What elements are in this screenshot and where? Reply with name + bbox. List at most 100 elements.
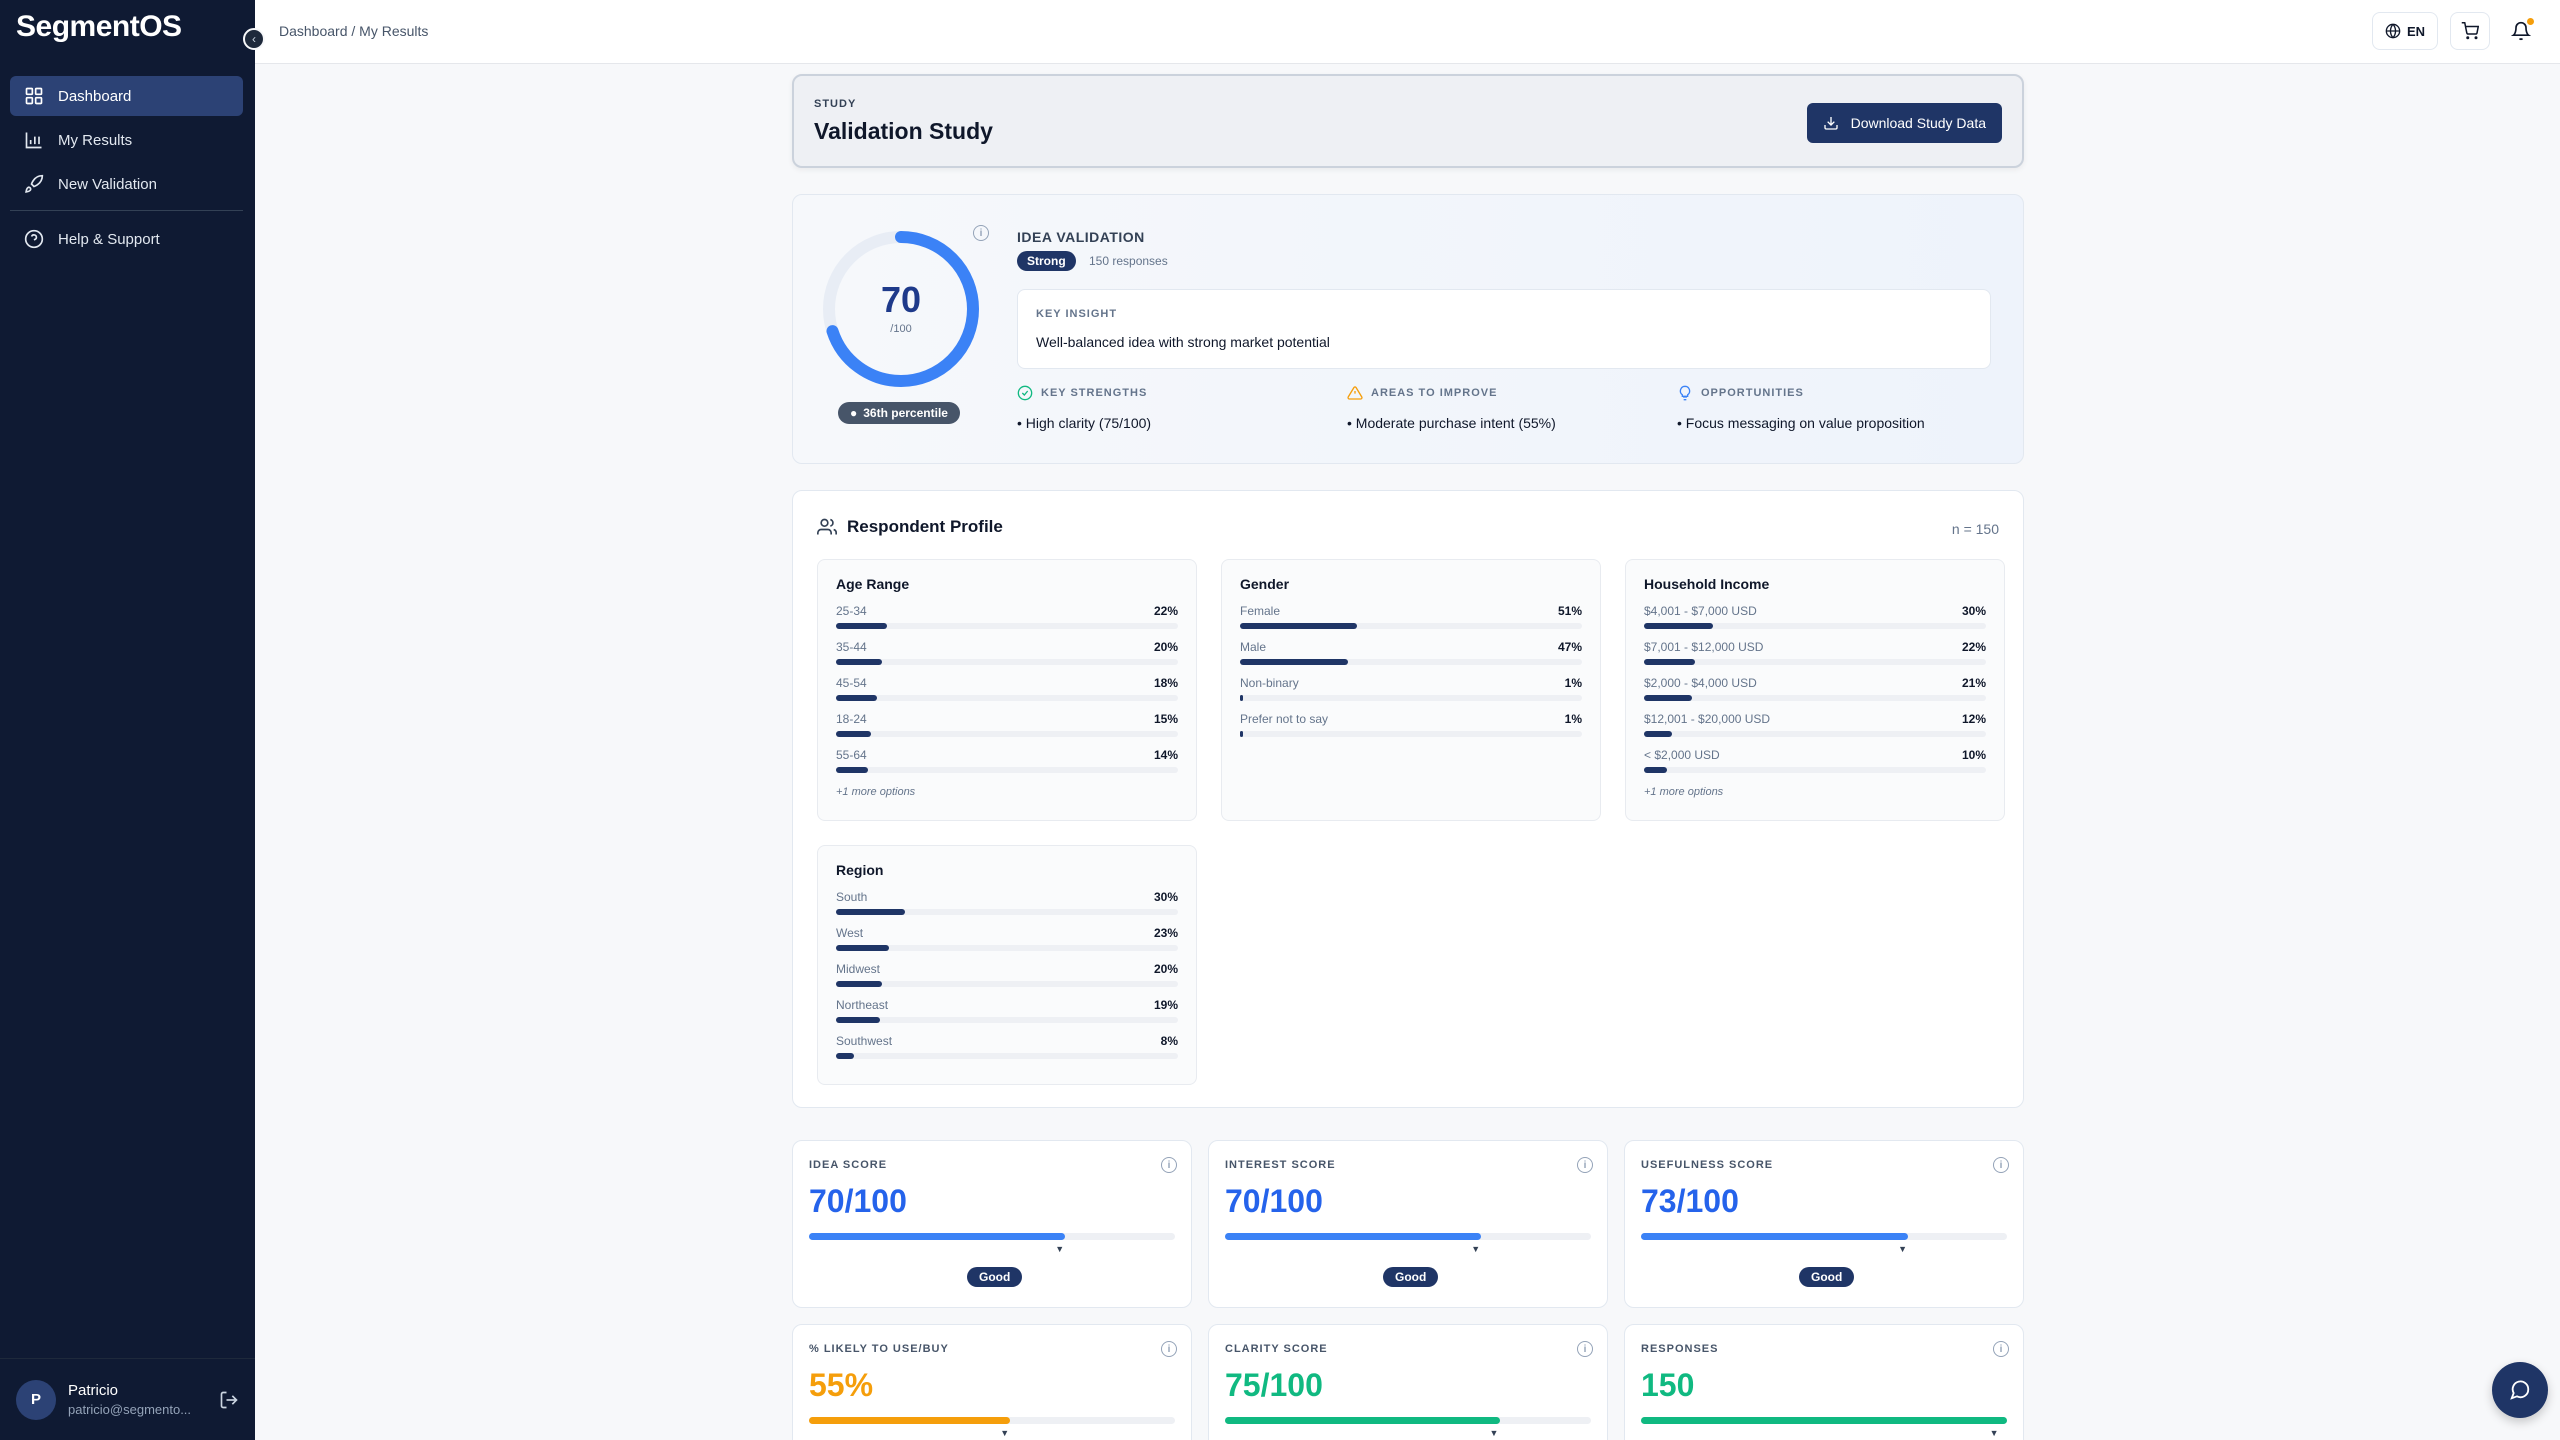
row-percent: 8% xyxy=(1160,1034,1178,1048)
row-percent: 20% xyxy=(1153,640,1178,654)
study-label: STUDY xyxy=(814,98,857,110)
distribution-row: 25-34 22% xyxy=(836,598,1178,634)
areas-to-improve-label: AREAS TO IMPROVE xyxy=(1371,387,1498,399)
benchmark-marker-icon: ▼ xyxy=(1471,1244,1481,1254)
distribution-row: Midwest 20% xyxy=(836,956,1178,992)
bell-icon xyxy=(2511,21,2531,41)
app-logo[interactable]: SegmentOS xyxy=(16,10,182,43)
row-percent: 47% xyxy=(1557,640,1582,654)
bar-track xyxy=(1240,623,1582,629)
lightbulb-icon xyxy=(1679,385,1691,401)
bar-track xyxy=(1644,767,1986,773)
row-percent: 21% xyxy=(1961,676,1986,690)
notifications-button[interactable] xyxy=(2502,12,2540,50)
distribution-row: Male 47% xyxy=(1240,634,1582,670)
distribution-region: Region South 30% West 23% Midwest 20% Northeast… xyxy=(817,845,1197,1085)
row-label: Midwest xyxy=(836,962,881,976)
row-percent: 18% xyxy=(1153,676,1178,690)
bar-fill xyxy=(1644,695,1693,701)
metric-label: IDEA SCORE xyxy=(809,1159,888,1171)
distribution-row: Female 51% xyxy=(1240,598,1582,634)
rocket-icon xyxy=(25,174,44,193)
row-percent: 10% xyxy=(1961,748,1986,762)
respondent-profile-card: Respondent Profile n = 150 Age Range 25-3… xyxy=(792,490,2024,1108)
user-profile[interactable]: P Patricio patricio@segmento... xyxy=(0,1358,255,1440)
row-label: Female xyxy=(1240,604,1281,618)
bar-fill xyxy=(1240,731,1243,737)
row-label: West xyxy=(836,926,864,940)
sidebar-item-label: My Results xyxy=(58,131,133,149)
bar-track xyxy=(1644,623,1986,629)
bar-fill xyxy=(1644,731,1672,737)
distribution-row: $2,000 - $4,000 USD 21% xyxy=(1644,670,1986,706)
info-icon[interactable]: i xyxy=(1161,1157,1177,1173)
idea-score-max: /100 xyxy=(890,323,912,335)
download-study-data-button[interactable]: Download Study Data xyxy=(1806,103,2002,143)
metric-value: 75/100 xyxy=(1225,1367,1323,1403)
metric-value: 70/100 xyxy=(1225,1183,1323,1219)
cart-button[interactable] xyxy=(2450,12,2490,50)
bar-fill xyxy=(1644,767,1667,773)
row-label: Prefer not to say xyxy=(1240,712,1329,726)
distribution-row: 55-64 14% xyxy=(836,742,1178,778)
info-icon[interactable]: i xyxy=(1577,1341,1593,1357)
bar-track xyxy=(1644,695,1986,701)
metric-bar-track xyxy=(1641,1233,2007,1240)
language-button[interactable]: EN xyxy=(2371,12,2438,50)
opportunities-text: • Focus messaging on value proposition xyxy=(1677,415,1925,431)
bar-track xyxy=(836,695,1178,701)
status-badge: Good xyxy=(1383,1267,1439,1287)
info-icon[interactable]: i xyxy=(1577,1157,1593,1173)
info-icon[interactable]: i xyxy=(1993,1157,2009,1173)
bar-fill xyxy=(1240,623,1358,629)
bar-fill xyxy=(836,981,882,987)
medal-icon: ● xyxy=(850,406,858,420)
sidebar-item-dashboard[interactable]: Dashboard xyxy=(10,76,243,116)
opportunities-label: OPPORTUNITIES xyxy=(1701,387,1804,399)
benchmark-marker-icon: ▼ xyxy=(1055,1244,1065,1254)
metric-label: CLARITY SCORE xyxy=(1225,1343,1328,1355)
metric-card-idea-score: IDEA SCORE i 70/100 ▼ Good xyxy=(792,1140,1192,1308)
topbar: Dashboard / My Results EN xyxy=(255,0,2560,64)
info-icon[interactable]: i xyxy=(1161,1341,1177,1357)
chat-button[interactable] xyxy=(2492,1362,2548,1418)
sidebar-item-label: Dashboard xyxy=(58,87,132,105)
bar-fill xyxy=(836,695,878,701)
benchmark-marker-icon: ▼ xyxy=(1000,1428,1010,1438)
bar-track xyxy=(1644,659,1986,665)
opportunities: OPPORTUNITIES • Focus messaging on value… xyxy=(1677,385,2007,431)
metric-bar-track xyxy=(1225,1417,1591,1424)
sidebar-item-new-validation[interactable]: New Validation xyxy=(10,164,243,204)
logout-icon[interactable] xyxy=(219,1390,239,1410)
distribution-row: < $2,000 USD 10% xyxy=(1644,742,1986,778)
metric-value: 150 xyxy=(1641,1367,1695,1403)
info-icon[interactable]: i xyxy=(1993,1341,2009,1357)
avatar: P xyxy=(16,1379,56,1420)
row-percent: 22% xyxy=(1153,604,1178,618)
bar-track xyxy=(836,909,1178,915)
benchmark-marker-icon: ▼ xyxy=(1898,1244,1908,1254)
download-icon xyxy=(1823,117,1838,130)
help-circle-icon xyxy=(24,229,44,249)
row-label: $2,000 - $4,000 USD xyxy=(1644,676,1757,690)
info-icon[interactable]: i xyxy=(973,225,989,241)
metrics-grid: IDEA SCORE i 70/100 ▼ Good INTEREST SCORE i 70/… xyxy=(792,1140,2024,1440)
key-insight-label: KEY INSIGHT xyxy=(1036,308,1118,320)
sidebar-item-help[interactable]: Help & Support xyxy=(10,219,243,259)
benchmark-marker-icon: ▼ xyxy=(1989,1428,1999,1438)
key-strengths-label: KEY STRENGTHS xyxy=(1041,387,1148,399)
row-percent: 12% xyxy=(1961,712,1986,726)
sidebar-item-label: Help & Support xyxy=(58,230,160,248)
sidebar-item-my-results[interactable]: My Results xyxy=(10,120,243,160)
collapse-sidebar-button[interactable]: ‹ xyxy=(243,28,265,50)
distribution-row: South 30% xyxy=(836,884,1178,920)
breadcrumb[interactable]: Dashboard / My Results xyxy=(279,23,429,39)
more-options-link[interactable]: +1 more options xyxy=(1644,786,1724,798)
distribution-row: $7,001 - $12,000 USD 22% xyxy=(1644,634,1986,670)
more-options-link[interactable]: +1 more options xyxy=(836,786,916,798)
study-header: STUDY Validation Study Download Study Da… xyxy=(792,74,2024,168)
sample-size: n = 150 xyxy=(1951,521,1999,537)
bar-fill xyxy=(1240,695,1243,701)
bar-track xyxy=(1240,659,1582,665)
bar-track xyxy=(836,767,1178,773)
